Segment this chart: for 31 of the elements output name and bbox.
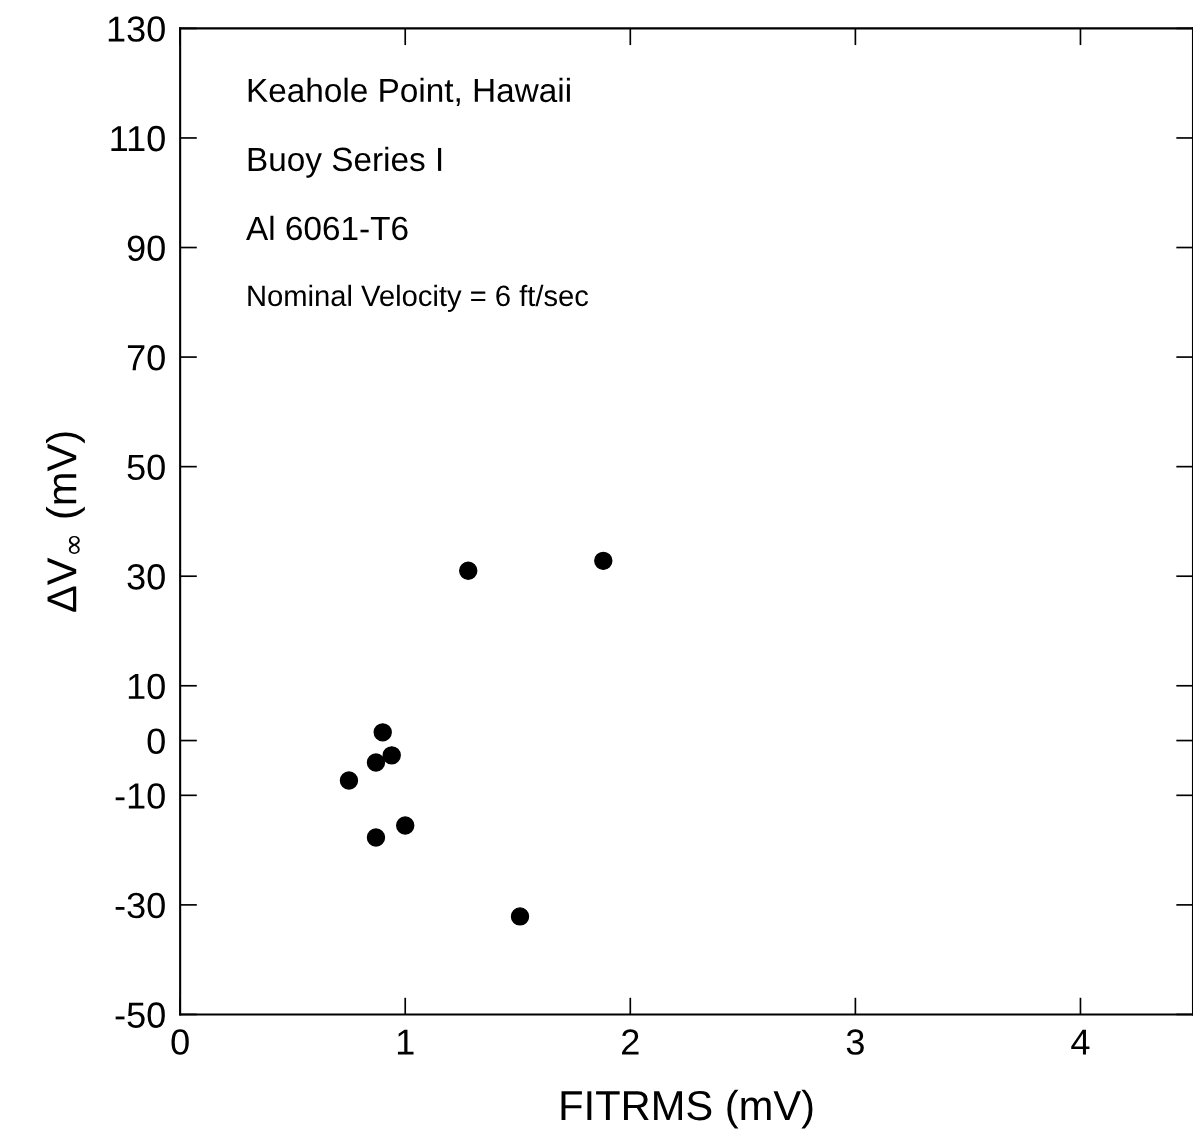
x-tick-label: 0 <box>171 1029 189 1055</box>
y-tick-label: -50 <box>115 1002 165 1028</box>
x-tick-label: 3 <box>846 1029 864 1055</box>
y-tick-label: -30 <box>115 892 165 919</box>
annotation: Al 6061-T6 <box>246 215 408 241</box>
y-tick-label: 10 <box>128 673 165 700</box>
y-tick-label: 110 <box>111 125 165 152</box>
point <box>339 771 359 790</box>
y-tick-label: 90 <box>127 235 165 261</box>
y-axis-title: ΔV$_{∞}$ (mV) <box>46 432 85 612</box>
annotation: Buoy Series I <box>248 146 442 178</box>
y-tick-label: -10 <box>115 783 165 809</box>
point <box>510 907 530 926</box>
x-axis-title: FITRMS (mV) <box>561 1089 813 1129</box>
x-tick-label: 2 <box>622 1029 639 1055</box>
point <box>594 551 613 571</box>
y-tick-label: 70 <box>127 344 165 371</box>
point <box>459 561 478 580</box>
x-tick-label: 4 <box>1071 1029 1090 1055</box>
y-tick-label: 30 <box>127 564 165 590</box>
y-tick-label: 130 <box>108 16 165 42</box>
point <box>382 746 401 765</box>
annotation: Nominal Velocity = 6 ft/sec <box>248 284 589 312</box>
point <box>396 816 415 835</box>
x-tick-label: 1 <box>397 1029 414 1055</box>
point <box>366 753 386 772</box>
y-tick-label: 0 <box>147 728 165 754</box>
annotation: Keahole Point, Hawaii <box>248 77 570 107</box>
point <box>373 723 392 742</box>
y-tick-label: 50 <box>127 454 165 481</box>
point <box>366 828 386 847</box>
